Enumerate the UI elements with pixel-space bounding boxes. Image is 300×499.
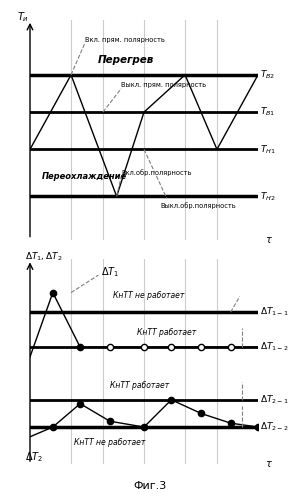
Text: $T_и$: $T_и$ [17,10,29,24]
Text: $\Delta T_{1-1}$: $\Delta T_{1-1}$ [260,306,289,318]
Text: $\tau$: $\tau$ [265,459,273,469]
Text: КнТТ работает: КнТТ работает [137,328,196,337]
Text: $\Delta T_2$: $\Delta T_2$ [26,450,44,464]
Text: КнТТ работает: КнТТ работает [110,381,169,390]
Text: Выкл.обр.полярность: Выкл.обр.полярность [160,202,236,209]
Text: $\Delta T_1$: $\Delta T_1$ [101,265,119,279]
Text: $\Delta T_{2-2}$: $\Delta T_{2-2}$ [260,421,289,433]
Text: $\tau$: $\tau$ [265,235,273,245]
Text: КнТТ не работает: КнТТ не работает [113,291,184,300]
Text: $\Delta T_1, \Delta T_2$: $\Delta T_1, \Delta T_2$ [26,251,63,263]
Text: КнТТ не работает: КнТТ не работает [74,438,146,447]
Text: Перегрев: Перегрев [98,55,154,65]
Text: $T_{B2}$: $T_{B2}$ [260,68,275,81]
Text: $T_{H1}$: $T_{H1}$ [260,143,276,156]
Text: $\Delta T_{1-2}$: $\Delta T_{1-2}$ [260,341,289,353]
Text: $\Delta T_{2-1}$: $\Delta T_{2-1}$ [260,394,289,406]
Text: Фиг.3: Фиг.3 [134,481,166,491]
Text: Переохлаждение: Переохлаждение [41,172,127,181]
Text: Выкл. прям. полярность: Выкл. прям. полярность [121,82,206,88]
Text: Вкл. прям. полярность: Вкл. прям. полярность [85,36,165,42]
Text: $T_{B1}$: $T_{B1}$ [260,106,276,118]
Text: $T_{H2}$: $T_{H2}$ [260,190,276,203]
Text: Вкл.обр.полярность: Вкл.обр.полярность [121,169,192,176]
